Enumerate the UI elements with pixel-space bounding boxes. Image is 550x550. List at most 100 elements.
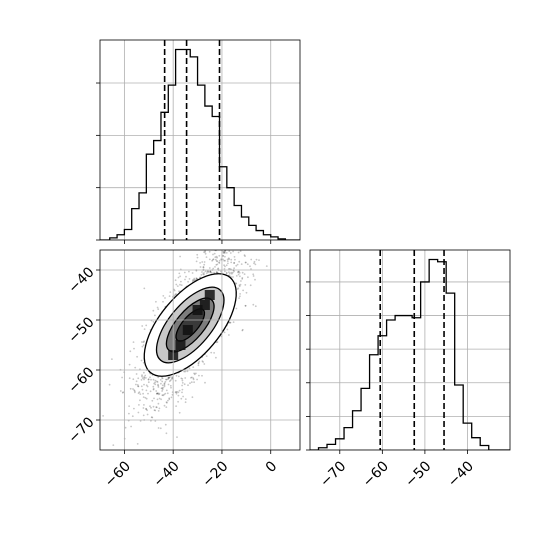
axes-frame (99, 39, 301, 241)
histogram-step-line (310, 258, 510, 450)
scatter-point (223, 251, 226, 254)
scatter-point (155, 406, 158, 409)
scatter-point (238, 297, 241, 299)
scatter-point (161, 388, 164, 391)
scatter-point (141, 325, 144, 327)
scatter-point (208, 267, 211, 269)
x-tick-label-2: −50 (402, 458, 434, 490)
scatter-point (239, 275, 241, 278)
scatter-point (160, 387, 163, 390)
scatter-point (245, 247, 247, 249)
scatter-point (195, 277, 198, 280)
scatter-point (180, 284, 183, 286)
scatter-point (139, 399, 141, 402)
scatter-point (155, 300, 157, 303)
scatter-point (241, 248, 243, 250)
scatter-point (147, 378, 150, 380)
scatter-point (140, 385, 143, 388)
scatter-point (151, 416, 154, 419)
scatter-point (228, 258, 231, 261)
scatter-point (158, 392, 161, 395)
scatter-point (213, 271, 216, 274)
scatter-point (233, 262, 236, 264)
scatter-point (227, 227, 229, 229)
scatter-point (174, 379, 177, 382)
scatter-point (228, 272, 231, 275)
scatter-point (167, 378, 169, 381)
scatter-point (203, 261, 206, 263)
scatter-point (200, 274, 203, 276)
scatter-point (157, 376, 160, 379)
scatter-point (179, 255, 182, 258)
scatter-point (239, 250, 242, 253)
scatter-point (168, 376, 171, 379)
scatter-point (241, 277, 244, 279)
scatter-point (237, 251, 240, 254)
scatter-point (213, 352, 216, 354)
scatter-point (165, 378, 168, 381)
scatter-point (217, 267, 220, 270)
scatter-point (161, 387, 164, 390)
scatter-point (245, 291, 248, 294)
scatter-point (192, 377, 195, 380)
scatter-point (193, 381, 196, 384)
scatter-point (225, 252, 228, 254)
scatter-point (237, 230, 239, 232)
scatter-point (166, 392, 169, 395)
scatter-point (235, 282, 238, 285)
scatter-point (168, 377, 170, 379)
scatter-point (142, 407, 145, 409)
scatter-point (254, 278, 256, 281)
axes-frame (99, 249, 301, 451)
scatter-point (238, 272, 241, 274)
scatter-point (144, 396, 147, 399)
scatter-point (161, 384, 164, 387)
scatter-point (252, 273, 255, 276)
density-cell-5 (182, 325, 193, 335)
scatter-point (175, 391, 178, 394)
scatter-point (229, 321, 232, 324)
scatter-point (136, 443, 139, 445)
scatter-point (204, 251, 207, 253)
scatter-point (236, 263, 239, 266)
scatter-point (169, 379, 172, 382)
scatter-point (250, 229, 252, 231)
scatter-point (223, 268, 226, 270)
scatter-point (215, 264, 218, 266)
scatter-point (175, 392, 178, 395)
scatter-point (163, 384, 166, 386)
scatter-point (144, 374, 147, 377)
scatter-point (236, 224, 238, 226)
scatter-point (180, 377, 183, 380)
scatter-point (132, 388, 134, 390)
scatter-point (178, 272, 181, 275)
scatter-point (226, 246, 228, 248)
scatter-point (176, 391, 179, 393)
scatter-point (181, 384, 184, 387)
scatter-point (187, 384, 189, 387)
scatter-point (232, 276, 234, 278)
scatter-point (165, 389, 168, 392)
scatter-point (253, 260, 256, 263)
scatter-point (154, 420, 157, 422)
x-tick-label-1: −60 (360, 458, 392, 490)
scatter-point (168, 397, 171, 400)
scatter-point (210, 245, 212, 247)
scatter-point (161, 390, 164, 392)
scatter-point (178, 290, 180, 293)
scatter-point (199, 262, 202, 264)
scatter-point (129, 387, 132, 390)
scatter-point (220, 270, 222, 273)
scatter-point (158, 397, 161, 400)
x-tick-label-3: 0 (263, 458, 281, 476)
scatter-point (197, 364, 200, 367)
scatter-point (222, 254, 224, 257)
scatter-point (174, 391, 177, 393)
scatter-point (112, 444, 115, 446)
scatter-point (207, 271, 210, 274)
scatter-point (166, 401, 168, 404)
scatter-point (154, 381, 157, 384)
scatter-point (149, 376, 151, 379)
scatter-point (215, 271, 218, 274)
scatter-point (146, 413, 149, 416)
